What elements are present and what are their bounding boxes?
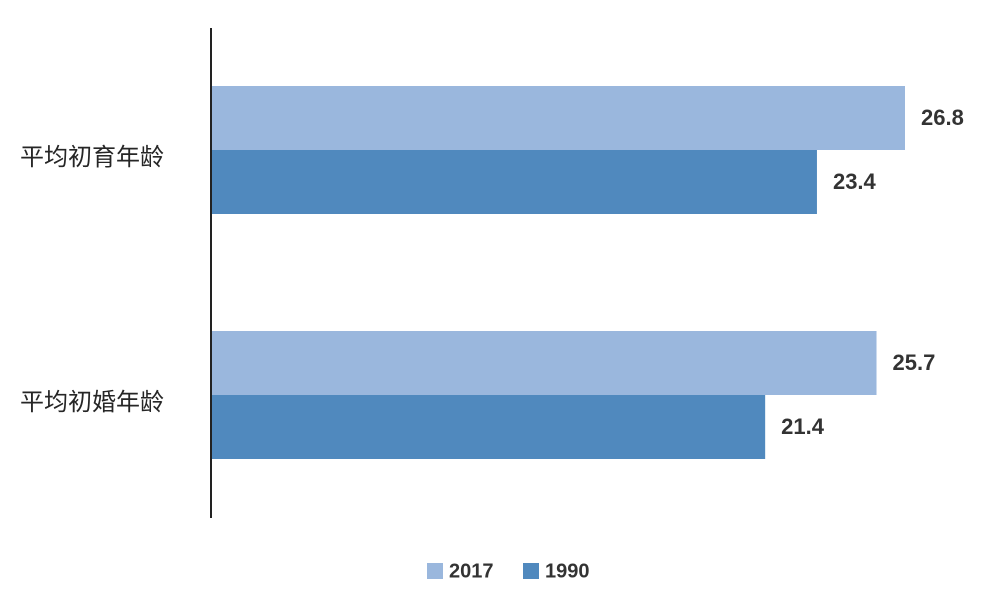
legend-swatch-1990	[523, 563, 539, 579]
data-label: 21.4	[781, 414, 825, 439]
legend: 2017 1990	[427, 560, 590, 582]
category-label: 平均初婚年龄	[20, 388, 164, 416]
bar-2017-1	[211, 331, 877, 395]
data-labels: 26.8 23.4 25.7 21.4	[781, 105, 964, 439]
legend-label: 2017	[449, 560, 494, 582]
bar-1990-0	[211, 150, 817, 214]
bar-1990-1	[211, 395, 766, 459]
bar-2017-0	[211, 86, 905, 150]
bars-group	[211, 86, 905, 459]
data-label: 26.8	[921, 105, 964, 130]
category-label: 平均初育年龄	[20, 143, 164, 171]
legend-label: 1990	[545, 560, 590, 582]
data-label: 25.7	[893, 350, 936, 375]
data-label: 23.4	[833, 169, 877, 194]
legend-swatch-2017	[427, 563, 443, 579]
